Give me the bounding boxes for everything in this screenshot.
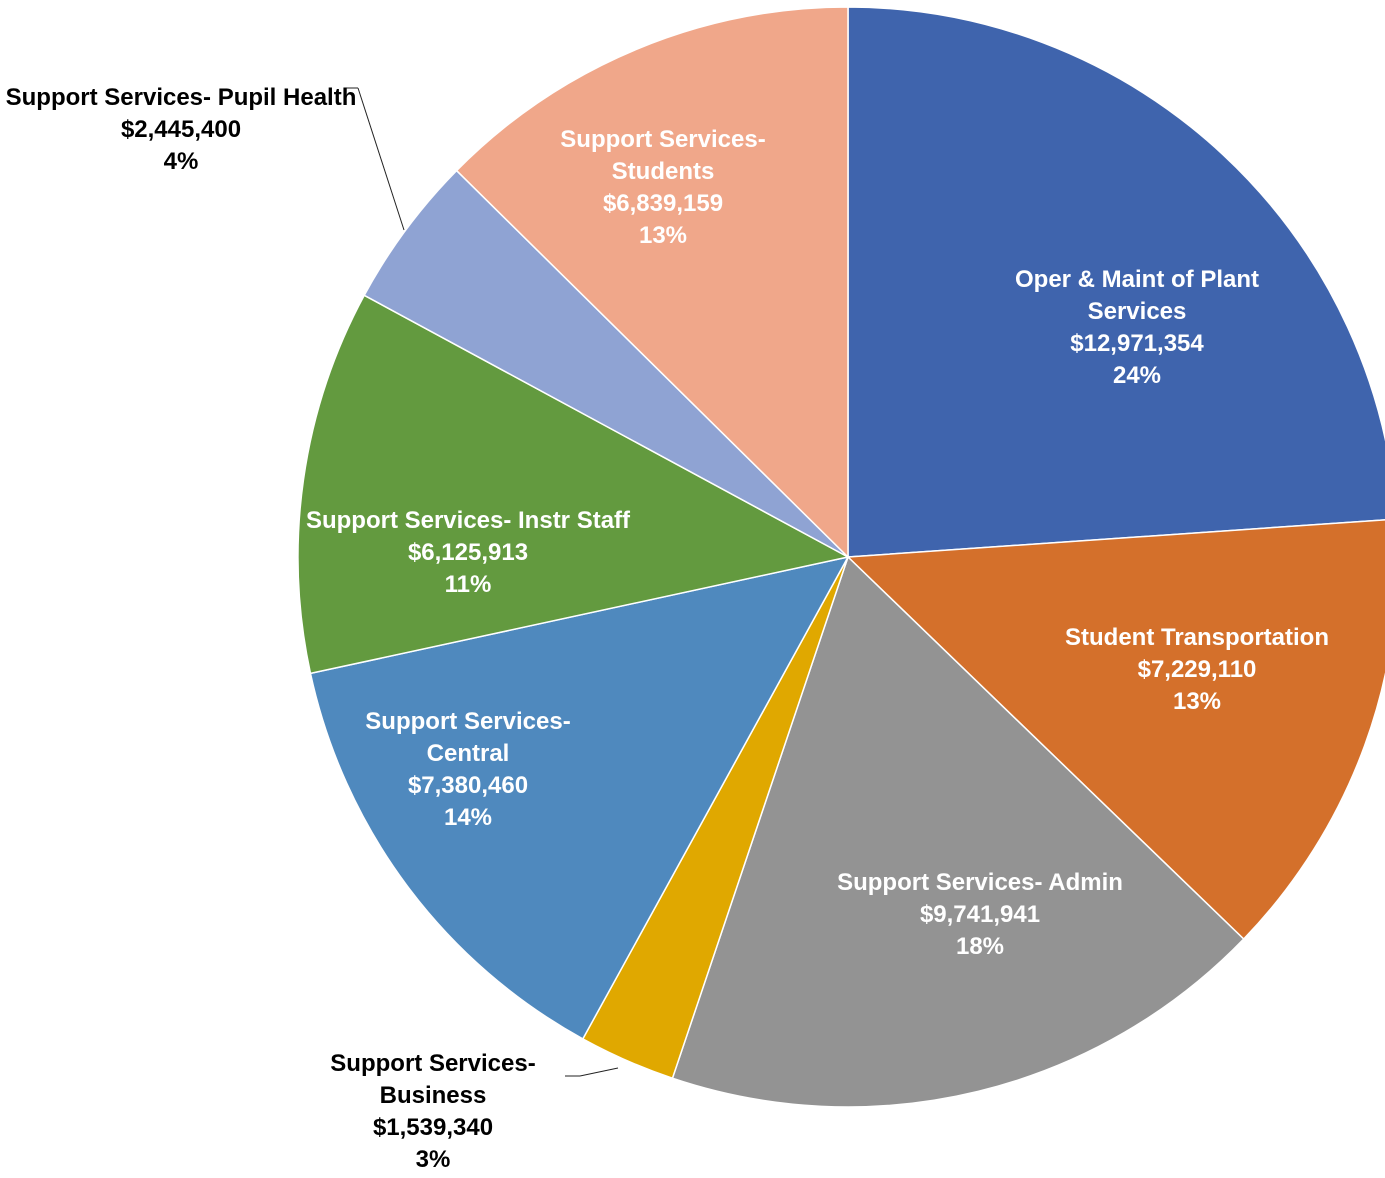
leader-line (357, 87, 405, 231)
slice-label: Support Services- Central $7,380,460 14% (333, 706, 603, 834)
value-label: $6,125,913 (407, 539, 529, 566)
percent-label: 4% (163, 148, 199, 175)
category-label: Oper & Maint of Plant Services (1014, 266, 1259, 325)
category-label: Support Services- Admin (837, 869, 1123, 896)
slice (671, 555, 1245, 1108)
category-label: Support Services- Instr Staff (305, 507, 631, 534)
percent-label: 11% (444, 571, 492, 598)
leader-line (579, 1067, 619, 1077)
percent-label: 3% (415, 1146, 451, 1173)
percent-label: 24% (1112, 362, 1162, 389)
slice-label: Student Transportation $7,229,110 13% (1032, 622, 1362, 718)
value-label: $2,445,400 (120, 116, 242, 143)
slice-label: Support Services- Pupil Health $2,445,400… (1, 82, 361, 178)
slice-label: Support Services- Instr Staff $6,125,913 1… (298, 505, 638, 601)
slice-label: Oper & Maint of Plant Services $12,971,35… (987, 264, 1287, 392)
value-label: $7,380,460 (407, 772, 529, 799)
value-label: $6,839,159 (602, 190, 724, 217)
value-label: $12,971,354 (1070, 330, 1204, 357)
percent-label: 18% (955, 933, 1005, 960)
value-label: $1,539,340 (372, 1114, 494, 1141)
slice (846, 519, 1385, 941)
value-label: $9,741,941 (919, 901, 1041, 928)
value-label: $7,229,110 (1137, 656, 1257, 683)
slice (297, 294, 851, 675)
slice-label: Support Services- Students $6,839,159 13% (533, 124, 793, 252)
slice-label: Support Services- Admin $9,741,941 18% (785, 867, 1175, 963)
percent-label: 13% (1172, 688, 1222, 715)
slice (455, 6, 849, 559)
slice-label: Support Services- Business $1,539,340 3% (303, 1048, 563, 1176)
category-label: Support Services- Pupil Health (5, 84, 357, 111)
category-label: Student Transportation (1065, 624, 1329, 651)
category-label: Support Services- Students (560, 126, 766, 185)
category-label: Support Services- Central (365, 708, 571, 767)
percent-label: 13% (638, 222, 688, 249)
slice (847, 6, 1385, 558)
slice (309, 555, 850, 1040)
percent-label: 14% (443, 804, 493, 831)
category-label: Support Services- Business (330, 1050, 536, 1109)
